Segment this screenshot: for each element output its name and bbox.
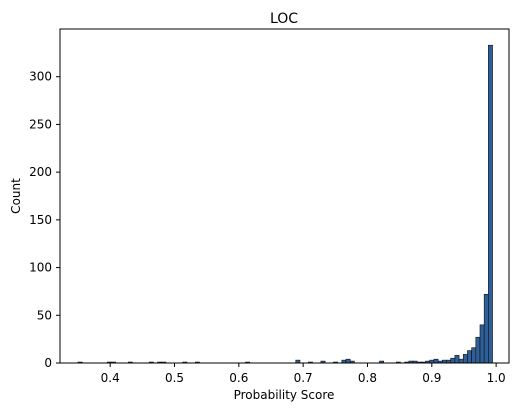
chart-title: LOC: [270, 11, 298, 27]
y-axis-label: Count: [9, 178, 23, 214]
bars-group: [78, 45, 493, 363]
histogram-bar: [455, 355, 459, 363]
plot-frame: [60, 29, 509, 363]
histogram-bar: [451, 358, 455, 363]
y-tick-label: 250: [29, 117, 52, 131]
x-tick-label: 0.8: [358, 371, 377, 385]
y-tick-label: 150: [29, 213, 52, 227]
histogram-bar: [480, 325, 484, 363]
x-tick-label: 0.6: [229, 371, 248, 385]
histogram-bar: [346, 359, 350, 363]
histogram-bar: [434, 359, 438, 363]
x-tick-label: 0.7: [294, 371, 313, 385]
histogram-bar: [476, 337, 480, 363]
histogram-bar: [467, 351, 471, 363]
histogram-bar: [472, 348, 476, 363]
y-tick-label: 0: [44, 356, 52, 370]
y-tick-label: 200: [29, 165, 52, 179]
x-tick-label: 0.9: [422, 371, 441, 385]
histogram-bar: [488, 45, 492, 363]
x-tick-label: 1.0: [487, 371, 506, 385]
x-tick-label: 0.4: [101, 371, 120, 385]
histogram-bar: [484, 294, 488, 363]
x-axis: 0.4 0.5 0.6 0.7 0.8 0.9 1.0: [101, 363, 506, 385]
y-tick-label: 300: [29, 70, 52, 84]
histogram-bar: [459, 359, 463, 363]
x-tick-label: 0.5: [165, 371, 184, 385]
y-tick-label: 50: [37, 308, 52, 322]
x-axis-label: Probability Score: [234, 388, 335, 402]
histogram-bar: [463, 354, 467, 363]
y-axis: 0 50 100 150 200 250 300: [29, 70, 60, 370]
y-tick-label: 100: [29, 261, 52, 275]
